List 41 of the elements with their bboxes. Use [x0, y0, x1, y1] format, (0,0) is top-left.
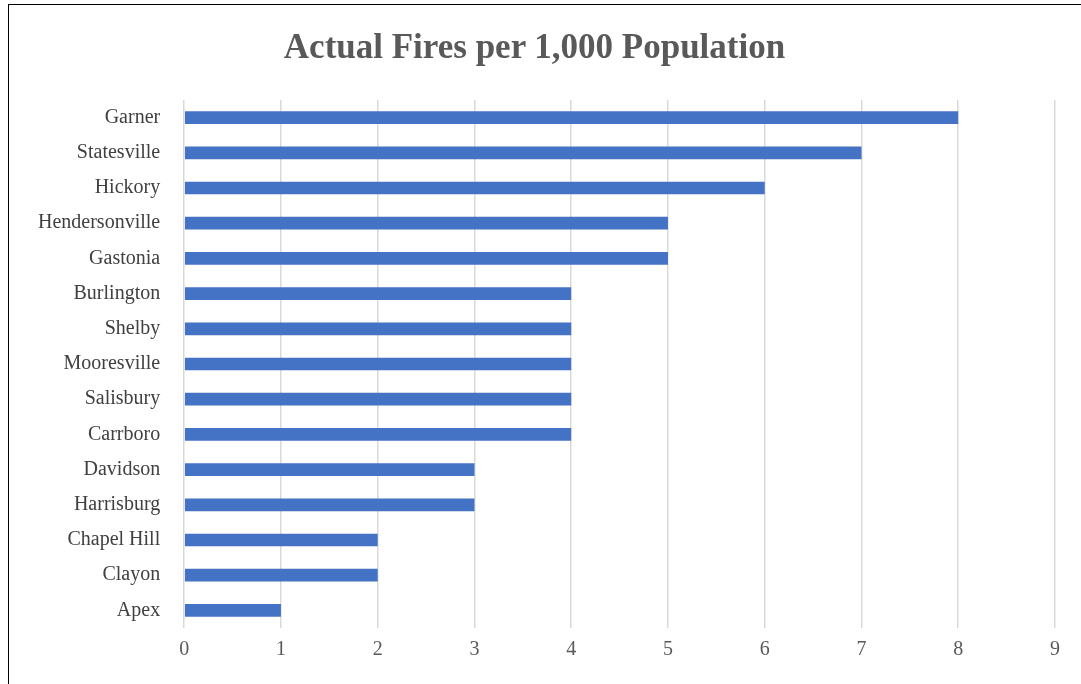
y-tick-label: Mooresville [63, 351, 161, 374]
y-tick-label: Harrisburg [73, 492, 161, 516]
x-tick-label: 2 [372, 637, 383, 660]
y-tick-label: Gastonia [89, 245, 161, 268]
bar [184, 392, 572, 406]
bar [184, 498, 475, 512]
y-tick-label: Davidson [83, 456, 161, 479]
x-tick-label: 1 [275, 637, 286, 660]
chart-title: Actual Fires per 1,000 Population [283, 27, 786, 67]
y-tick-label: Shelby [104, 316, 161, 340]
x-tick-label: 4 [566, 637, 577, 660]
bar [184, 111, 959, 124]
y-tick-label: Clayon [102, 562, 161, 586]
y-tick-label: Burlington [73, 280, 161, 304]
bar [184, 252, 668, 265]
y-tick-label: Carrboro [87, 421, 161, 444]
x-tick-label: 3 [469, 637, 480, 660]
y-tick-label: Hendersonville [38, 210, 161, 233]
bar [184, 533, 378, 547]
x-tick-label: 0 [179, 637, 190, 660]
bar [184, 287, 572, 300]
bar [184, 357, 572, 371]
bar [184, 428, 572, 441]
x-tick-label: 5 [662, 637, 673, 660]
y-tick-label: Statesville [76, 140, 161, 163]
bar [184, 604, 281, 617]
y-tick-label: Garner [104, 104, 161, 127]
y-tick-label: Apex [116, 597, 161, 621]
x-tick-label: 9 [1050, 637, 1060, 660]
bar [184, 216, 668, 230]
y-tick-label: Chapel Hill [67, 527, 161, 551]
x-tick-label: 7 [856, 637, 867, 660]
bar [184, 322, 572, 336]
y-tick-label: Hickory [94, 175, 161, 199]
bar [184, 568, 378, 582]
bar [184, 146, 862, 160]
bar [184, 463, 475, 476]
y-tick-label: Salisbury [84, 386, 161, 410]
bar [184, 181, 765, 195]
x-tick-label: 8 [953, 637, 964, 660]
x-tick-label: 6 [759, 637, 770, 660]
